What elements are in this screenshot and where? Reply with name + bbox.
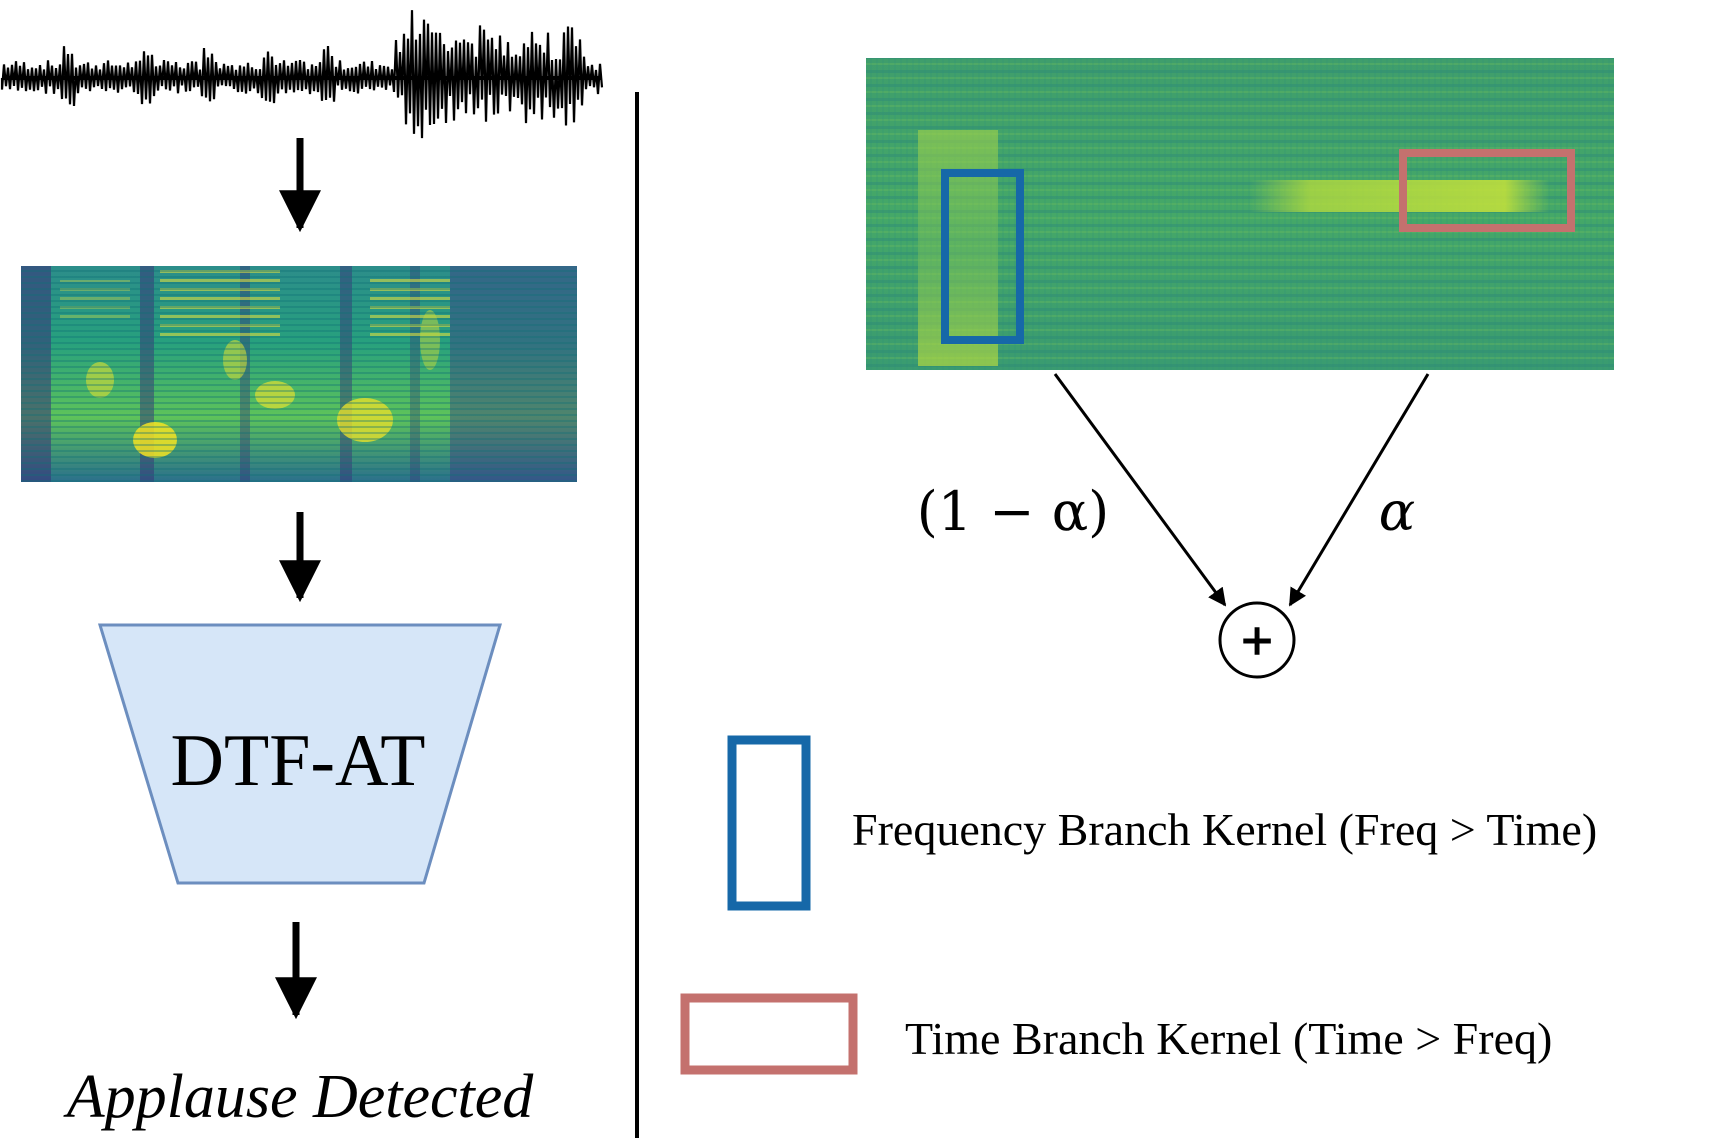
legend: Frequency Branch Kernel (Freq > Time) Ti… (680, 735, 1597, 1075)
model-label: DTF-AT (171, 720, 426, 802)
weight-left-label: (1 − α) (917, 480, 1110, 543)
audio-waveform (0, 10, 604, 139)
sum-symbol: + (1239, 615, 1276, 666)
weight-right-label: α (1379, 480, 1415, 543)
input-spectrogram (21, 266, 577, 482)
legend-time-swatch (680, 993, 858, 1075)
output-label: Applause Detected (63, 1063, 535, 1131)
dtf-at-model-block: DTF-AT (97, 623, 503, 885)
legend-frequency-swatch (727, 735, 811, 911)
time-kernel-box (1399, 149, 1575, 232)
frequency-kernel-box (941, 169, 1024, 344)
kernel-spectrogram (866, 58, 1614, 370)
legend-frequency-label: Frequency Branch Kernel (Freq > Time) (852, 804, 1597, 855)
arrow-time-to-sum (1288, 373, 1430, 607)
arrow-frequency-to-sum (1053, 373, 1227, 607)
legend-time-label: Time Branch Kernel (Time > Freq) (905, 1013, 1552, 1064)
sum-node: + (1218, 601, 1296, 679)
